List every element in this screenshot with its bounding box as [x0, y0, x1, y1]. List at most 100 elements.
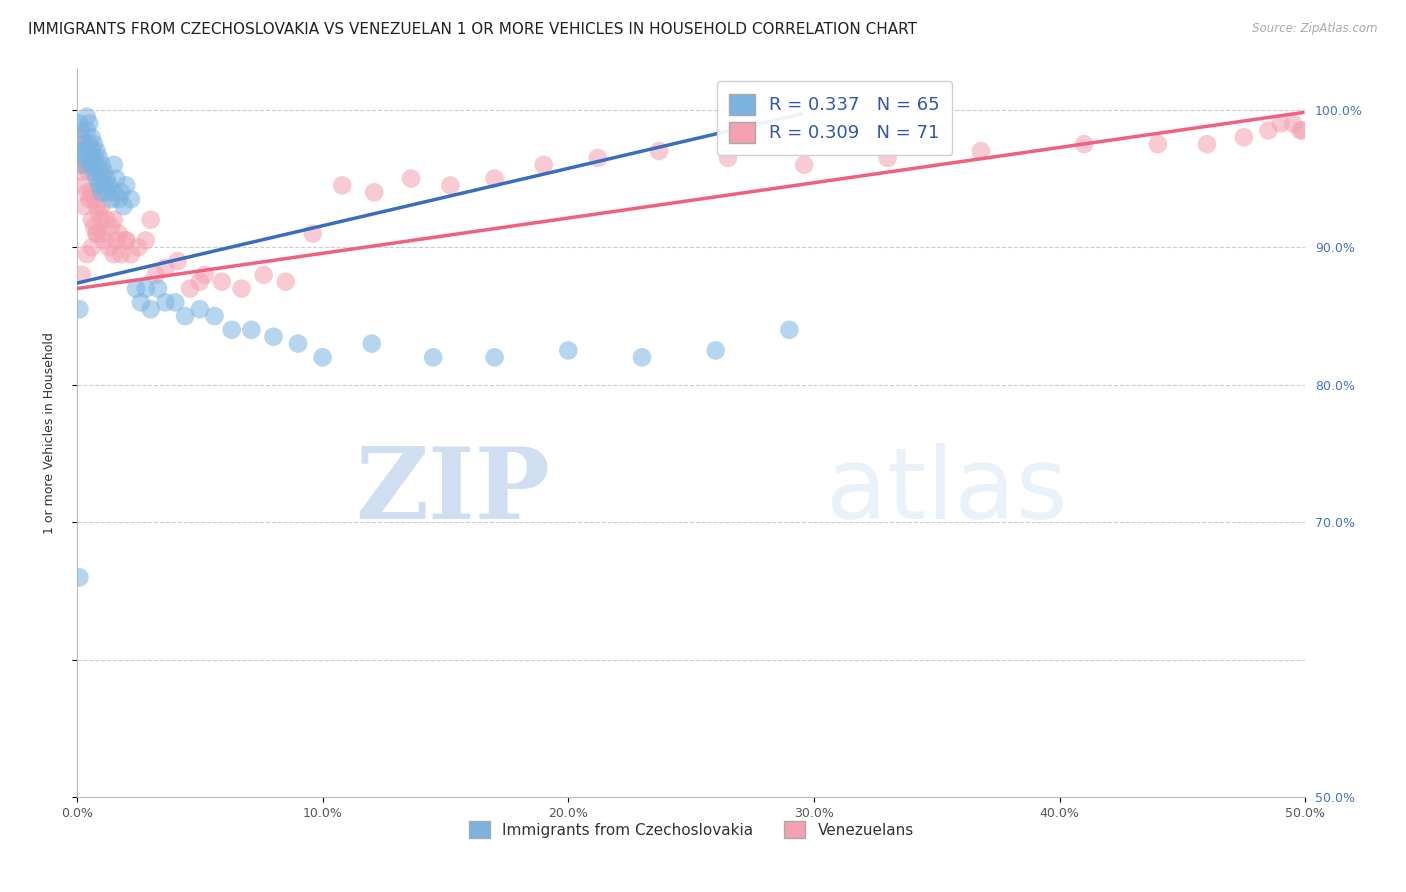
Point	[86, 144, 108, 158]
Point	[67, 116, 90, 130]
Point	[100, 219, 122, 234]
Point	[83, 151, 105, 165]
Point	[76, 110, 98, 124]
Point	[194, 268, 217, 282]
Point	[96, 171, 118, 186]
Point	[135, 234, 157, 248]
Point	[76, 144, 98, 158]
Point	[1292, 123, 1315, 137]
Point	[484, 171, 506, 186]
Point	[67, 130, 90, 145]
Point	[139, 302, 162, 317]
Point	[179, 282, 201, 296]
Point	[110, 186, 132, 200]
Point	[80, 130, 103, 145]
Point	[557, 343, 579, 358]
Text: Source: ZipAtlas.com: Source: ZipAtlas.com	[1253, 22, 1378, 36]
Point	[80, 186, 103, 200]
Point	[77, 192, 100, 206]
Point	[67, 570, 90, 584]
Point	[204, 309, 226, 323]
Point	[73, 199, 96, 213]
Point	[80, 212, 103, 227]
Point	[188, 275, 211, 289]
Point	[77, 151, 100, 165]
Point	[80, 158, 103, 172]
Point	[90, 158, 112, 172]
Point	[87, 206, 110, 220]
Point	[76, 247, 98, 261]
Text: ZIP: ZIP	[354, 442, 550, 540]
Point	[77, 137, 100, 152]
Point	[360, 336, 382, 351]
Point	[631, 351, 654, 365]
Point	[1195, 137, 1218, 152]
Point	[83, 164, 105, 178]
Point	[1073, 137, 1095, 152]
Point	[70, 268, 93, 282]
Point	[105, 234, 128, 248]
Point	[120, 192, 142, 206]
Point	[70, 123, 93, 137]
Point	[139, 212, 162, 227]
Point	[87, 151, 110, 165]
Point	[648, 144, 671, 158]
Point	[188, 302, 211, 317]
Point	[135, 282, 157, 296]
Point	[970, 144, 993, 158]
Point	[112, 199, 135, 213]
Point	[231, 282, 253, 296]
Point	[80, 144, 103, 158]
Point	[73, 151, 96, 165]
Point	[221, 323, 243, 337]
Point	[439, 178, 461, 193]
Point	[422, 351, 444, 365]
Point	[97, 178, 120, 193]
Point	[125, 282, 148, 296]
Point	[70, 164, 93, 178]
Point	[77, 164, 100, 178]
Point	[76, 158, 98, 172]
Point	[93, 178, 115, 193]
Point	[86, 227, 108, 241]
Point	[115, 234, 138, 248]
Point	[211, 275, 233, 289]
Point	[311, 351, 333, 365]
Point	[67, 144, 90, 158]
Point	[1147, 137, 1170, 152]
Point	[73, 178, 96, 193]
Point	[87, 178, 110, 193]
Point	[330, 178, 353, 193]
Point	[120, 247, 142, 261]
Point	[107, 227, 129, 241]
Point	[115, 178, 138, 193]
Point	[76, 123, 98, 137]
Point	[399, 171, 422, 186]
Point	[96, 186, 118, 200]
Point	[90, 212, 112, 227]
Point	[67, 302, 90, 317]
Point	[86, 171, 108, 186]
Point	[533, 158, 555, 172]
Point	[86, 199, 108, 213]
Point	[1282, 116, 1305, 130]
Point	[86, 227, 108, 241]
Point	[83, 192, 105, 206]
Point	[105, 171, 128, 186]
Point	[253, 268, 276, 282]
Point	[83, 219, 105, 234]
Point	[90, 227, 112, 241]
Point	[90, 199, 112, 213]
Point	[778, 323, 800, 337]
Point	[145, 268, 167, 282]
Point	[90, 186, 112, 200]
Point	[96, 212, 118, 227]
Point	[97, 240, 120, 254]
Text: atlas: atlas	[827, 442, 1069, 540]
Point	[80, 240, 103, 254]
Point	[93, 234, 115, 248]
Point	[83, 137, 105, 152]
Point	[127, 240, 149, 254]
Point	[363, 186, 385, 200]
Point	[1289, 123, 1312, 137]
